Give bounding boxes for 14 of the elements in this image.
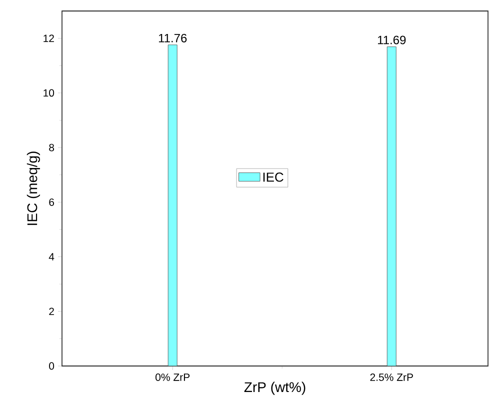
data-label: 11.76 (158, 34, 187, 42)
y-tick-label: 8 (49, 144, 54, 152)
y-tick-label: 10 (44, 89, 54, 97)
x-axis-title: ZrP (wt%) (244, 382, 306, 395)
x-tick-label: 0% ZrP (156, 374, 190, 381)
data-label: 11.69 (378, 36, 406, 44)
y-axis-title: IEC (meq/g) (26, 152, 40, 225)
legend-label: IEC (263, 172, 284, 182)
y-tick-label: 6 (49, 198, 54, 206)
x-tick-label: 2.5% ZrP (370, 374, 413, 381)
y-tick-label: 4 (48, 253, 54, 260)
y-tick-label: 12 (44, 34, 54, 42)
y-tick-label: 0 (49, 362, 54, 370)
y-tick-label: 2 (49, 308, 54, 316)
